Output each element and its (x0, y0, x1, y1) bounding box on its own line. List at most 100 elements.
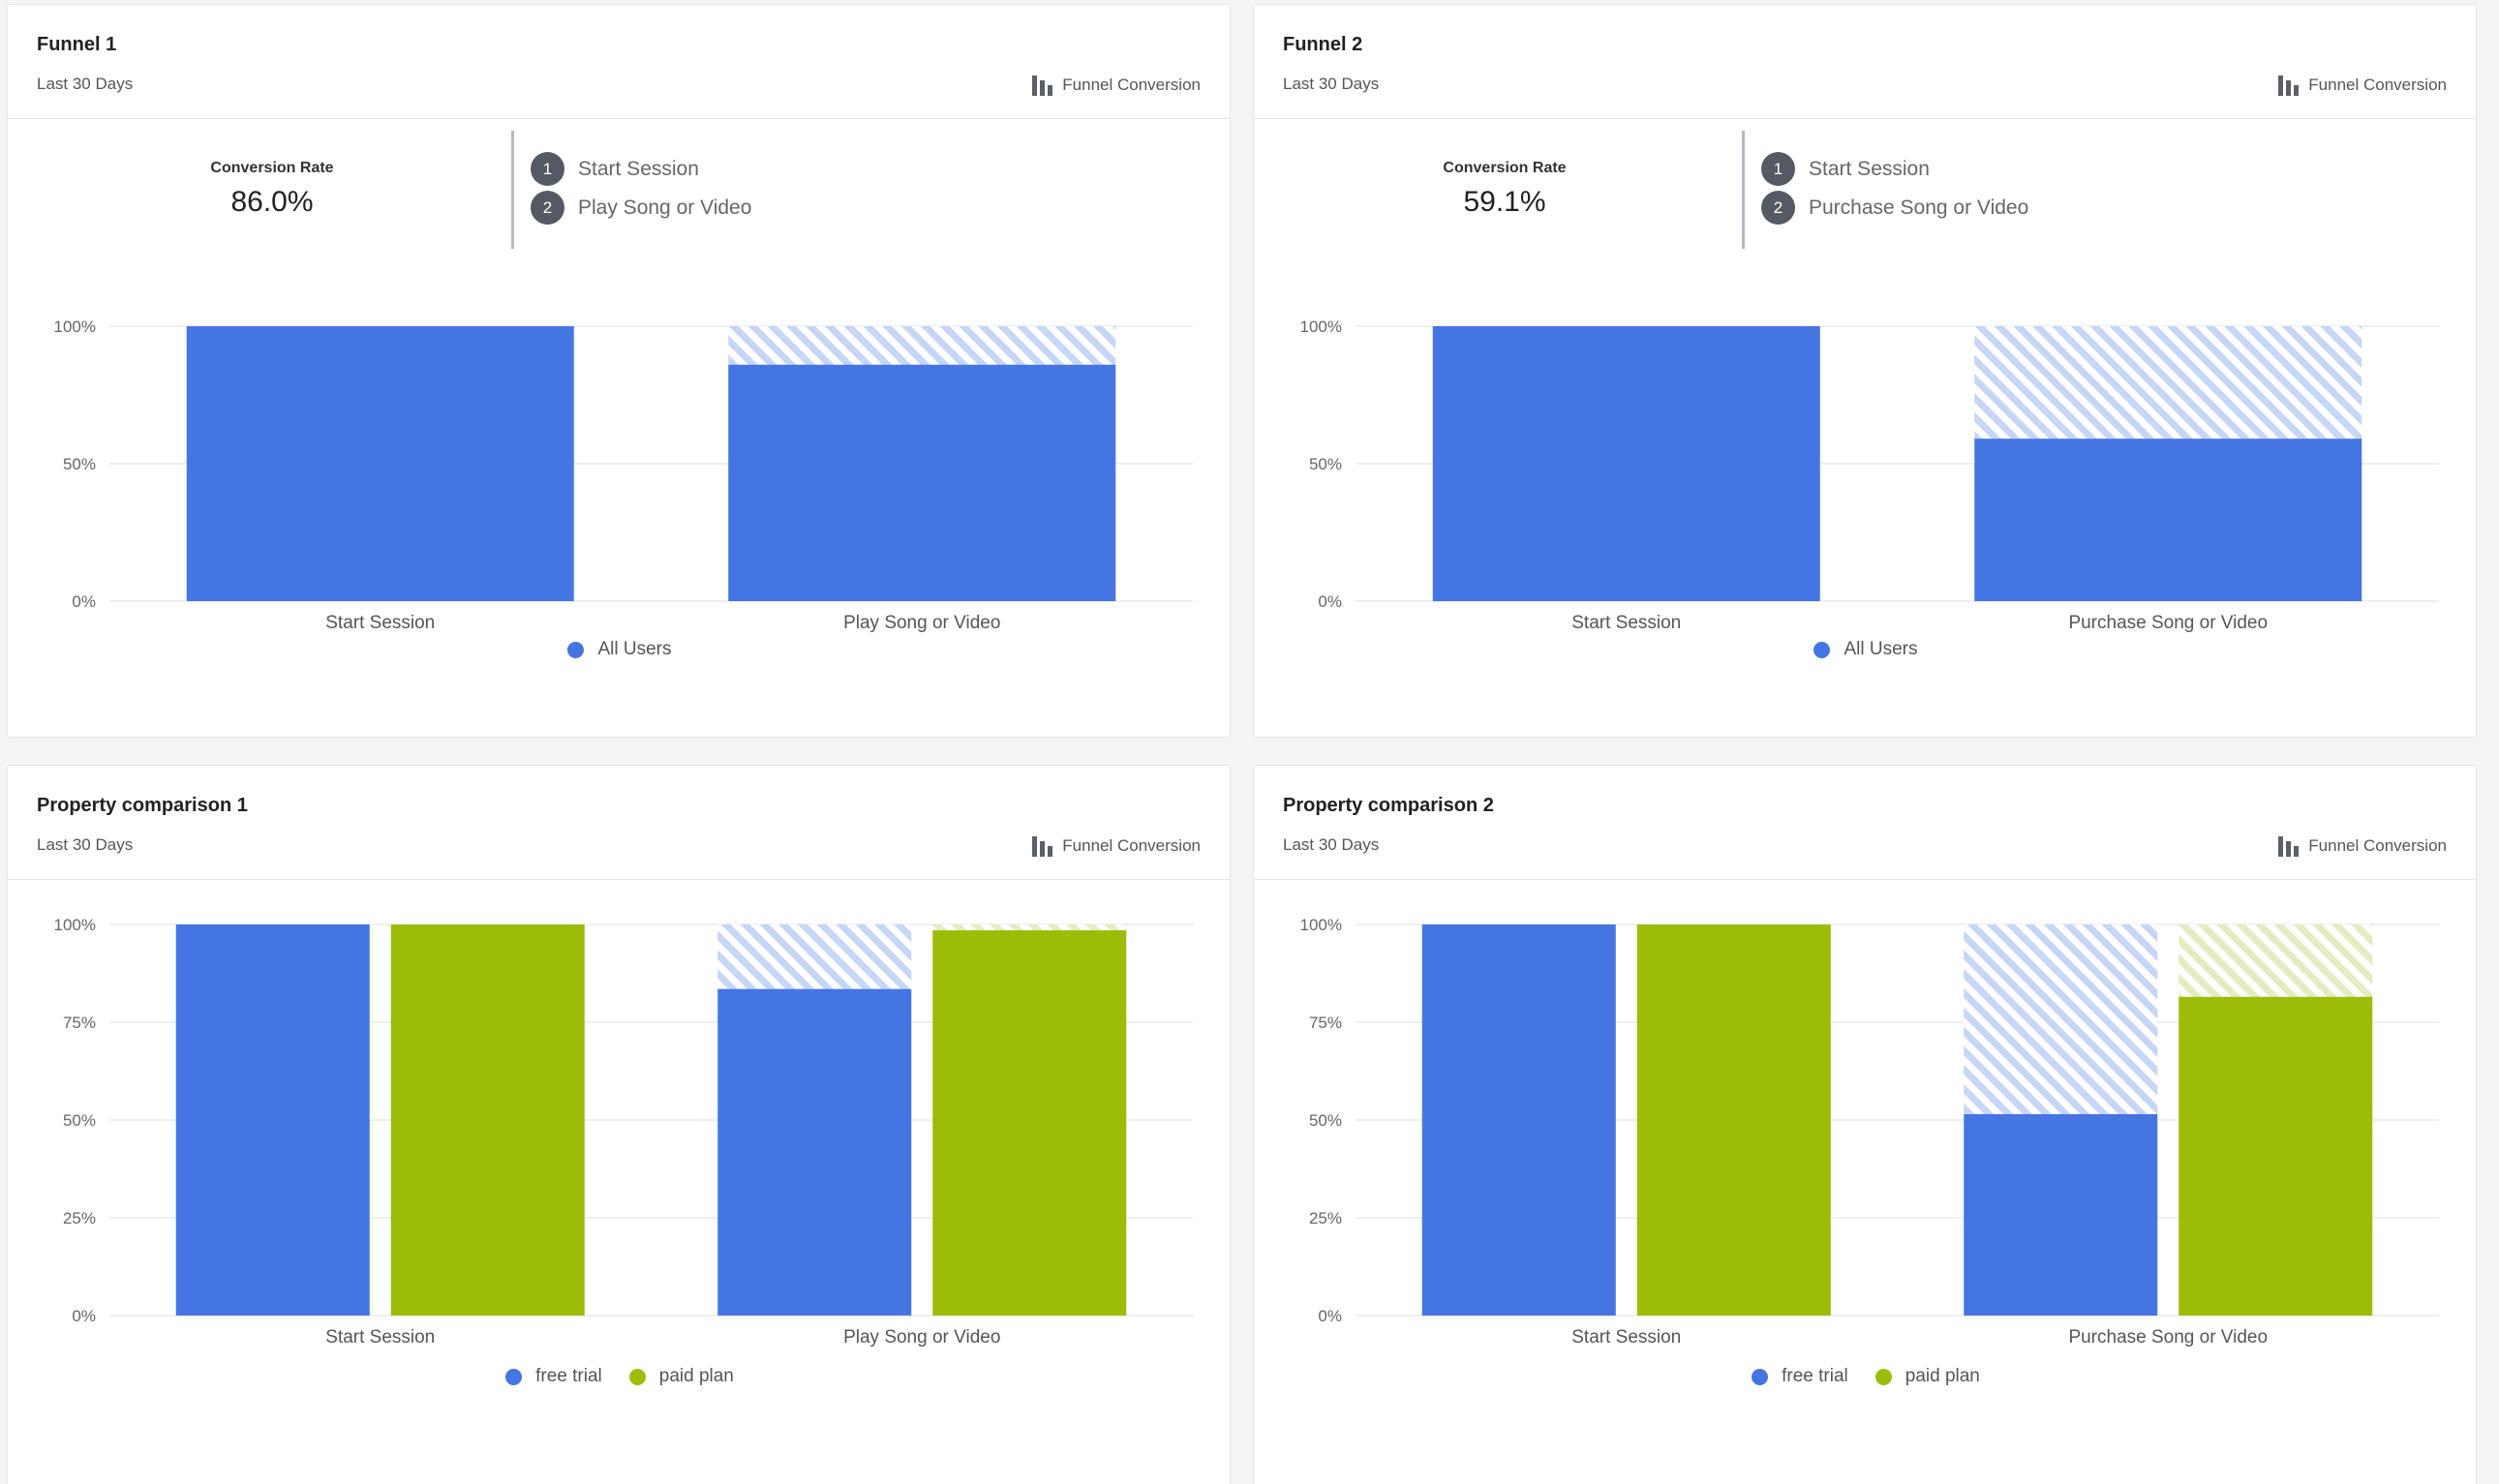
x-category-label: Purchase Song or Video (2068, 613, 2268, 633)
funnel-chart-icon (1032, 836, 1053, 857)
y-tick-label: 100% (54, 318, 96, 336)
bar-free-trial (175, 924, 370, 1316)
x-category-label: Play Song or Video (843, 613, 1000, 633)
x-category-label: Play Song or Video (843, 1327, 1000, 1348)
y-tick-label: 0% (1318, 1307, 1342, 1325)
chart-legend: free trial paid plan (1254, 1366, 2476, 1387)
card-title[interactable]: Funnel 2 (1283, 34, 1363, 55)
funnel-chart-icon (2278, 76, 2300, 96)
funnel-chart-icon (1032, 76, 1053, 96)
legend-dot (1813, 641, 1831, 658)
y-tick-label: 50% (63, 455, 96, 473)
legend-item[interactable]: All Users (1813, 639, 1918, 660)
y-tick-label: 50% (1309, 455, 1342, 473)
funnel-step-2: 2 Play Song or Video (531, 191, 751, 225)
x-category-label: Start Session (325, 1327, 435, 1348)
dropoff-bar (1964, 924, 2158, 1114)
step-label: Purchase Song or Video (1809, 196, 2029, 219)
y-tick-label: 100% (1300, 318, 1342, 336)
chart-type-label: Funnel Conversion (2277, 834, 2447, 858)
property-comparison-2-card: Property comparison 2 Last 30 Days Funne… (1253, 765, 2477, 1484)
funnel-step-1: 1 Start Session (531, 152, 699, 186)
card-header (1254, 766, 2476, 880)
bar-paid-plan (2179, 996, 2373, 1316)
card-header (8, 766, 1230, 880)
bar-paid-plan (932, 930, 1127, 1316)
bar-all-users (728, 364, 1116, 601)
chart-legend: All Users (1254, 639, 2476, 660)
y-tick-label: 100% (1300, 916, 1342, 934)
bar-all-users (1974, 439, 2362, 601)
chart-type-label: Funnel Conversion (1031, 834, 1201, 858)
dropoff-bar (1974, 326, 2362, 439)
legend-dot (505, 1368, 523, 1385)
step-number: 2 (1761, 191, 1795, 225)
dropoff-bar (728, 326, 1116, 365)
bar-free-trial (1964, 1113, 2158, 1316)
bar-paid-plan (1636, 924, 1831, 1316)
card-header (8, 5, 1230, 119)
legend-item[interactable]: free trial (505, 1366, 602, 1387)
date-range: Last 30 Days (37, 835, 134, 854)
card-title[interactable]: Property comparison 2 (1283, 795, 1494, 816)
date-range: Last 30 Days (37, 75, 134, 93)
chart-legend: All Users (8, 639, 1230, 660)
funnel-1-card: Funnel 1 Last 30 Days Funnel Conversion … (7, 4, 1231, 738)
legend-dot (1874, 1368, 1892, 1385)
divider (511, 131, 514, 249)
divider (1742, 131, 1745, 249)
y-tick-label: 0% (1318, 592, 1342, 611)
conversion-rate-label: Conversion Rate (210, 160, 334, 176)
legend-dot (1752, 1368, 1769, 1385)
step-number: 1 (531, 152, 564, 186)
step-number: 1 (1761, 152, 1795, 186)
x-category-label: Start Session (1571, 613, 1681, 633)
funnel-chart-icon (2278, 836, 2300, 857)
x-category-label: Start Session (325, 613, 435, 633)
bar-paid-plan (390, 924, 585, 1316)
funnel-2-card: Funnel 2 Last 30 Days Funnel Conversion … (1253, 4, 2477, 738)
funnel-step-2: 2 Purchase Song or Video (1761, 191, 2028, 225)
legend-item[interactable]: paid plan (1874, 1366, 1980, 1387)
y-tick-label: 25% (1309, 1209, 1342, 1227)
legend-label: All Users (1844, 639, 1918, 659)
legend-label: paid plan (1905, 1366, 1980, 1386)
legend-label: paid plan (658, 1366, 734, 1386)
y-tick-label: 0% (72, 592, 96, 611)
legend-item[interactable]: All Users (567, 639, 672, 660)
step-number: 2 (531, 191, 564, 225)
chart-type-text: Funnel Conversion (1062, 836, 1201, 855)
bar-free-trial (1421, 924, 1616, 1316)
date-range: Last 30 Days (1283, 835, 1380, 854)
dropoff-bar (717, 924, 912, 989)
x-category-label: Purchase Song or Video (2068, 1327, 2268, 1348)
chart-type-label: Funnel Conversion (2277, 74, 2447, 97)
card-title[interactable]: Property comparison 1 (37, 795, 248, 816)
bar-free-trial (717, 988, 912, 1316)
legend-item[interactable]: paid plan (628, 1366, 734, 1387)
y-tick-label: 25% (63, 1209, 96, 1227)
y-tick-label: 50% (63, 1111, 96, 1130)
legend-label: free trial (1782, 1366, 1848, 1386)
conversion-rate-label: Conversion Rate (1443, 160, 1567, 176)
dropoff-bar (932, 924, 1127, 931)
y-tick-label: 100% (54, 916, 96, 934)
chart-type-text: Funnel Conversion (2308, 836, 2447, 855)
y-tick-label: 75% (63, 1014, 96, 1032)
conversion-rate-value: 86.0% (230, 186, 314, 218)
legend-label: free trial (535, 1366, 602, 1386)
chart-legend: free trial paid plan (8, 1366, 1230, 1387)
funnel-1-chart: 0% 50% 100% Start Session Play Song or Video (54, 318, 1193, 633)
legend-item[interactable]: free trial (1752, 1366, 1848, 1387)
property-comparison-2-chart: 0% 25% 50% 75% 100% Start Session Purchase Son… (1300, 916, 2439, 1348)
step-label: Start Session (1809, 157, 1930, 180)
date-range: Last 30 Days (1283, 75, 1380, 93)
y-tick-label: 0% (72, 1307, 96, 1325)
y-tick-label: 75% (1309, 1014, 1342, 1032)
dropoff-bar (2179, 924, 2373, 997)
card-header (1254, 5, 2476, 119)
property-comparison-1-chart: 0% 25% 50% 75% 100% Start Session Play Song or… (54, 916, 1193, 1348)
funnel-step-1: 1 Start Session (1761, 152, 1930, 186)
card-title[interactable]: Funnel 1 (37, 34, 117, 55)
funnel-2-chart: 0% 50% 100% Start Session Purchase Song or V… (1300, 318, 2439, 633)
